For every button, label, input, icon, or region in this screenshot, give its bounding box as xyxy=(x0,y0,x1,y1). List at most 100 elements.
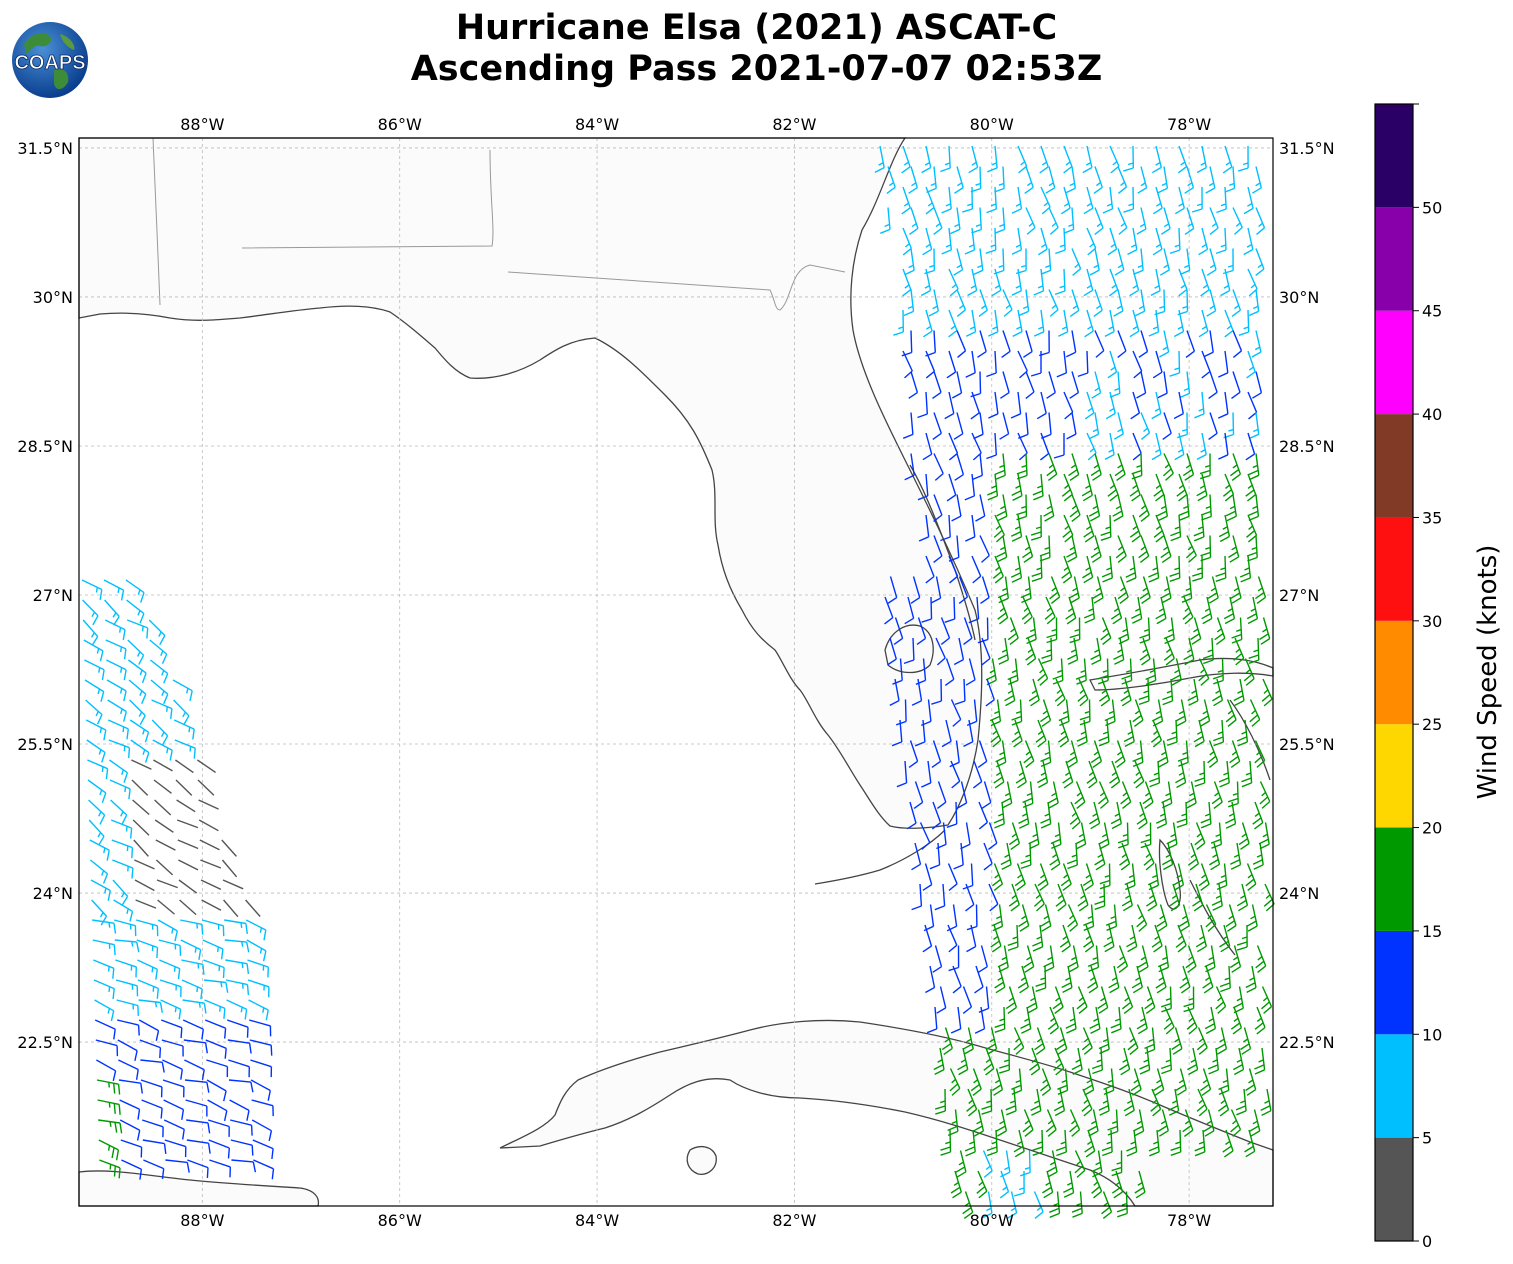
wind-barb-icon xyxy=(1243,658,1255,686)
wind-barb-icon xyxy=(1187,678,1199,707)
wind-barb-icon xyxy=(1007,617,1019,645)
wind-barb-icon xyxy=(1214,617,1226,645)
wind-barb-icon xyxy=(1005,986,1018,1014)
wind-barb-icon xyxy=(1117,207,1128,235)
wind-barb-icon xyxy=(186,1119,211,1134)
wind-barb-icon xyxy=(1195,924,1207,953)
wind-barb-icon xyxy=(968,145,979,174)
wind-barb-icon xyxy=(950,1006,962,1034)
wind-barb-icon xyxy=(1200,535,1212,562)
wind-barb-icon xyxy=(1007,924,1019,952)
wind-barb-icon xyxy=(1054,268,1066,296)
wind-barb-icon xyxy=(1116,1191,1128,1218)
wind-barb-icon xyxy=(1251,330,1262,358)
wind-barb-icon xyxy=(925,965,936,994)
wind-barb-icon xyxy=(200,859,222,869)
wind-barb-icon xyxy=(1041,637,1053,664)
wind-barb-icon xyxy=(203,959,225,979)
wind-barb-icon xyxy=(1248,412,1260,440)
wind-barb-icon xyxy=(901,145,911,174)
wind-barb-icon xyxy=(90,879,111,901)
wind-barb-icon xyxy=(946,904,958,932)
wind-barb-icon xyxy=(904,596,915,625)
lon-tick-label-bottom: 88°W xyxy=(180,1211,224,1230)
wind-barb-icon xyxy=(994,965,1006,994)
wind-barb-icon xyxy=(944,391,955,420)
wind-barb-icon xyxy=(138,1019,160,1041)
wind-barb-icon xyxy=(186,1139,211,1154)
wind-barb-icon xyxy=(155,839,176,851)
wind-barb-icon xyxy=(94,999,115,1022)
lon-tick-label-bottom: 78°W xyxy=(1167,1211,1211,1230)
wind-barb-icon xyxy=(1246,350,1256,379)
wind-barb-icon xyxy=(1055,1129,1067,1157)
wind-barb-icon xyxy=(1156,494,1168,522)
wind-barb-icon xyxy=(1127,1027,1139,1055)
wind-barb-icon xyxy=(1245,1068,1257,1096)
wind-barb-icon xyxy=(1252,371,1263,399)
wind-barb-icon xyxy=(1261,678,1273,707)
wind-barb-icon xyxy=(933,453,944,481)
wind-barb-icon xyxy=(922,924,933,953)
logo-text: COAPS xyxy=(14,52,85,74)
wind-barb-icon xyxy=(150,679,169,705)
wind-barb-icon xyxy=(1028,678,1040,707)
wind-barb-icon xyxy=(972,760,983,789)
wind-barb-icon xyxy=(107,699,127,722)
wind-barb-icon xyxy=(1169,883,1181,912)
wind-barb-icon xyxy=(1152,350,1163,379)
wind-barb-icon xyxy=(950,1170,962,1199)
wind-barb-icon xyxy=(1136,1006,1148,1035)
wind-barb-icon xyxy=(1182,596,1194,625)
wind-barb-icon xyxy=(926,1006,938,1034)
wind-barb-icon xyxy=(89,839,110,861)
wind-barb-icon xyxy=(1132,350,1143,379)
wind-barb-icon xyxy=(886,166,896,194)
wind-barb-icon xyxy=(1185,781,1197,809)
wind-barb-icon xyxy=(206,1079,227,1102)
wind-barb-icon xyxy=(1102,186,1114,214)
wind-barb-icon xyxy=(1101,1191,1113,1219)
wind-barb-icon xyxy=(983,1047,995,1076)
wind-barb-icon xyxy=(953,412,964,440)
wind-barb-icon xyxy=(1020,842,1032,870)
wind-barb-icon xyxy=(250,1059,273,1078)
wind-barb-icon xyxy=(252,1139,274,1159)
lon-tick-label-top: 86°W xyxy=(378,115,422,134)
wind-barb-icon xyxy=(1225,699,1237,727)
wind-barb-icon xyxy=(248,999,269,1021)
wind-barb-icon xyxy=(987,822,998,850)
wind-barb-icon xyxy=(1204,1006,1217,1035)
wind-barb-icon xyxy=(1217,1088,1230,1117)
wind-barb-icon xyxy=(985,658,997,686)
wind-barb-icon xyxy=(1033,1191,1044,1219)
wind-barb-icon xyxy=(933,494,943,522)
wind-barb-icon xyxy=(1133,760,1145,789)
wind-barb-icon xyxy=(1040,801,1052,829)
wind-barb-icon xyxy=(1123,186,1135,213)
wind-barb-icon xyxy=(180,939,202,961)
wind-barb-icon xyxy=(1175,1068,1187,1096)
wind-barb-icon xyxy=(221,839,237,857)
wind-barb-icon xyxy=(1129,514,1142,543)
wind-barb-icon xyxy=(935,637,946,666)
wind-barb-icon xyxy=(1151,924,1163,953)
wind-barb-icon xyxy=(1252,842,1264,870)
lat-tick-label-left: 31.5°N xyxy=(17,139,73,158)
wind-barb-icon xyxy=(1098,1088,1110,1116)
wind-barb-icon xyxy=(1010,514,1023,542)
wind-barb-icon xyxy=(1159,248,1170,276)
wind-barb-icon xyxy=(1077,350,1089,378)
wind-barb-icon xyxy=(1037,863,1049,891)
wind-barb-icon xyxy=(989,699,1002,727)
wind-barb-icon xyxy=(1048,207,1059,235)
wind-barb-icon xyxy=(911,678,923,706)
wind-barb-icon xyxy=(1202,637,1214,665)
wind-barb-icon xyxy=(198,819,219,832)
wind-barb-icon xyxy=(1045,166,1056,194)
wind-barb-icon xyxy=(137,979,159,999)
wind-barb-icon xyxy=(1216,863,1228,891)
wind-barb-icon xyxy=(1097,781,1109,809)
wind-barb-icon xyxy=(173,699,190,726)
